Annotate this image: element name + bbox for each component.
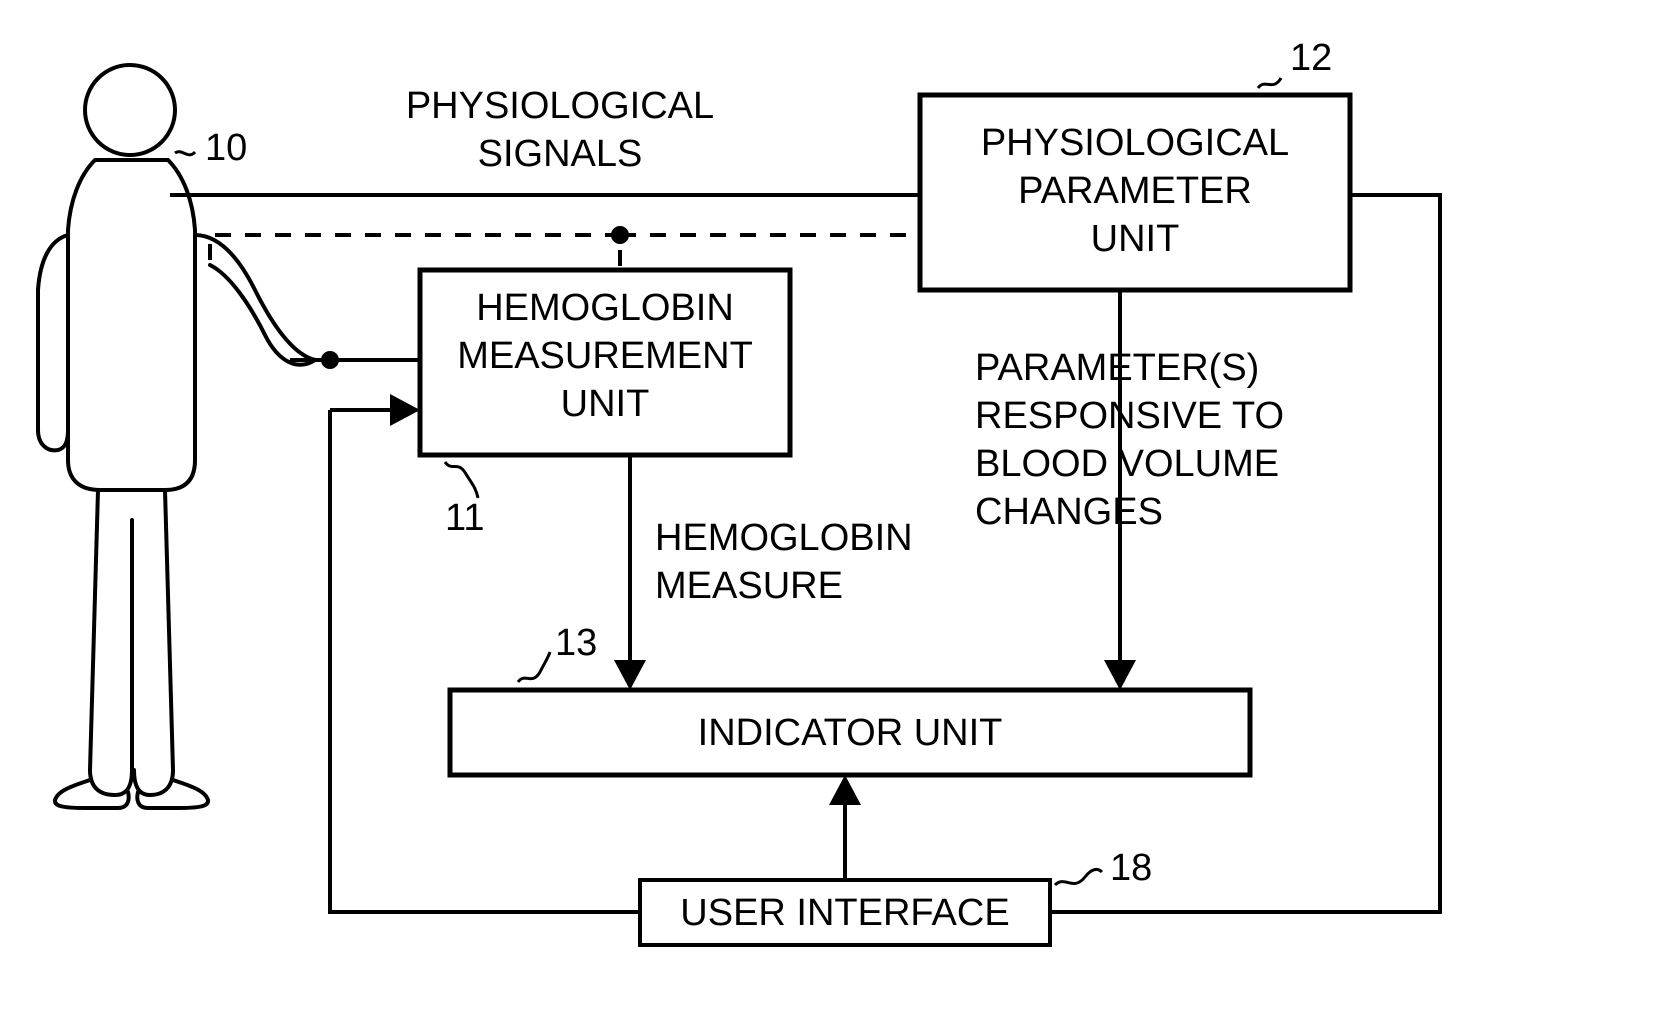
edge-label-hemo-measure: MEASURE <box>655 565 843 607</box>
edge-label-phys-signals: PHYSIOLOGICAL <box>406 85 714 127</box>
user-interface-label: USER INTERFACE <box>680 892 1009 934</box>
ref-label-18: 18 <box>1110 847 1152 889</box>
arrowhead-icon <box>829 775 861 805</box>
phys-param-unit-label: PARAMETER <box>1018 170 1252 212</box>
phys-param-unit-label: UNIT <box>1091 218 1180 260</box>
edge-label-hemo-measure: HEMOGLOBIN <box>655 517 913 559</box>
ref-label-13: 13 <box>555 622 597 664</box>
ref-label-11: 11 <box>445 497 484 539</box>
arrowhead-icon <box>614 660 646 690</box>
ref-label-10: 10 <box>205 127 247 169</box>
edge-dashed-hemo-phys <box>210 235 620 270</box>
hemo-unit-label: MEASUREMENT <box>457 335 753 377</box>
hemo-unit-label: UNIT <box>561 383 650 425</box>
ref-leader-13 <box>518 652 550 682</box>
phys-param-unit-label: PHYSIOLOGICAL <box>981 122 1289 164</box>
edge-label-params: CHANGES <box>975 491 1163 533</box>
indicator-unit-label: INDICATOR UNIT <box>698 712 1003 754</box>
hemo-unit-label: HEMOGLOBIN <box>476 287 734 329</box>
edge-label-params: PARAMETER(S) <box>975 347 1259 389</box>
edge-label-params: RESPONSIVE TO <box>975 395 1284 437</box>
ref-leader-18 <box>1055 869 1102 885</box>
ref-label-12: 12 <box>1290 37 1332 79</box>
junction-dot <box>321 351 339 369</box>
junction-dot <box>611 226 629 244</box>
edge-label-phys-signals: SIGNALS <box>478 133 643 175</box>
edge-ui-to-phys <box>1050 195 1440 912</box>
ref-leader-10 <box>175 152 195 155</box>
subject-figure <box>38 65 315 808</box>
ref-leader-11 <box>445 462 478 498</box>
edge-label-params: BLOOD VOLUME <box>975 443 1279 485</box>
diagram-canvas: 10 PHYSIOLOGICAL PARAMETER UNIT 12 HEMOG… <box>0 0 1668 1022</box>
ref-leader-12 <box>1258 78 1281 88</box>
arrowhead-icon <box>1104 660 1136 690</box>
